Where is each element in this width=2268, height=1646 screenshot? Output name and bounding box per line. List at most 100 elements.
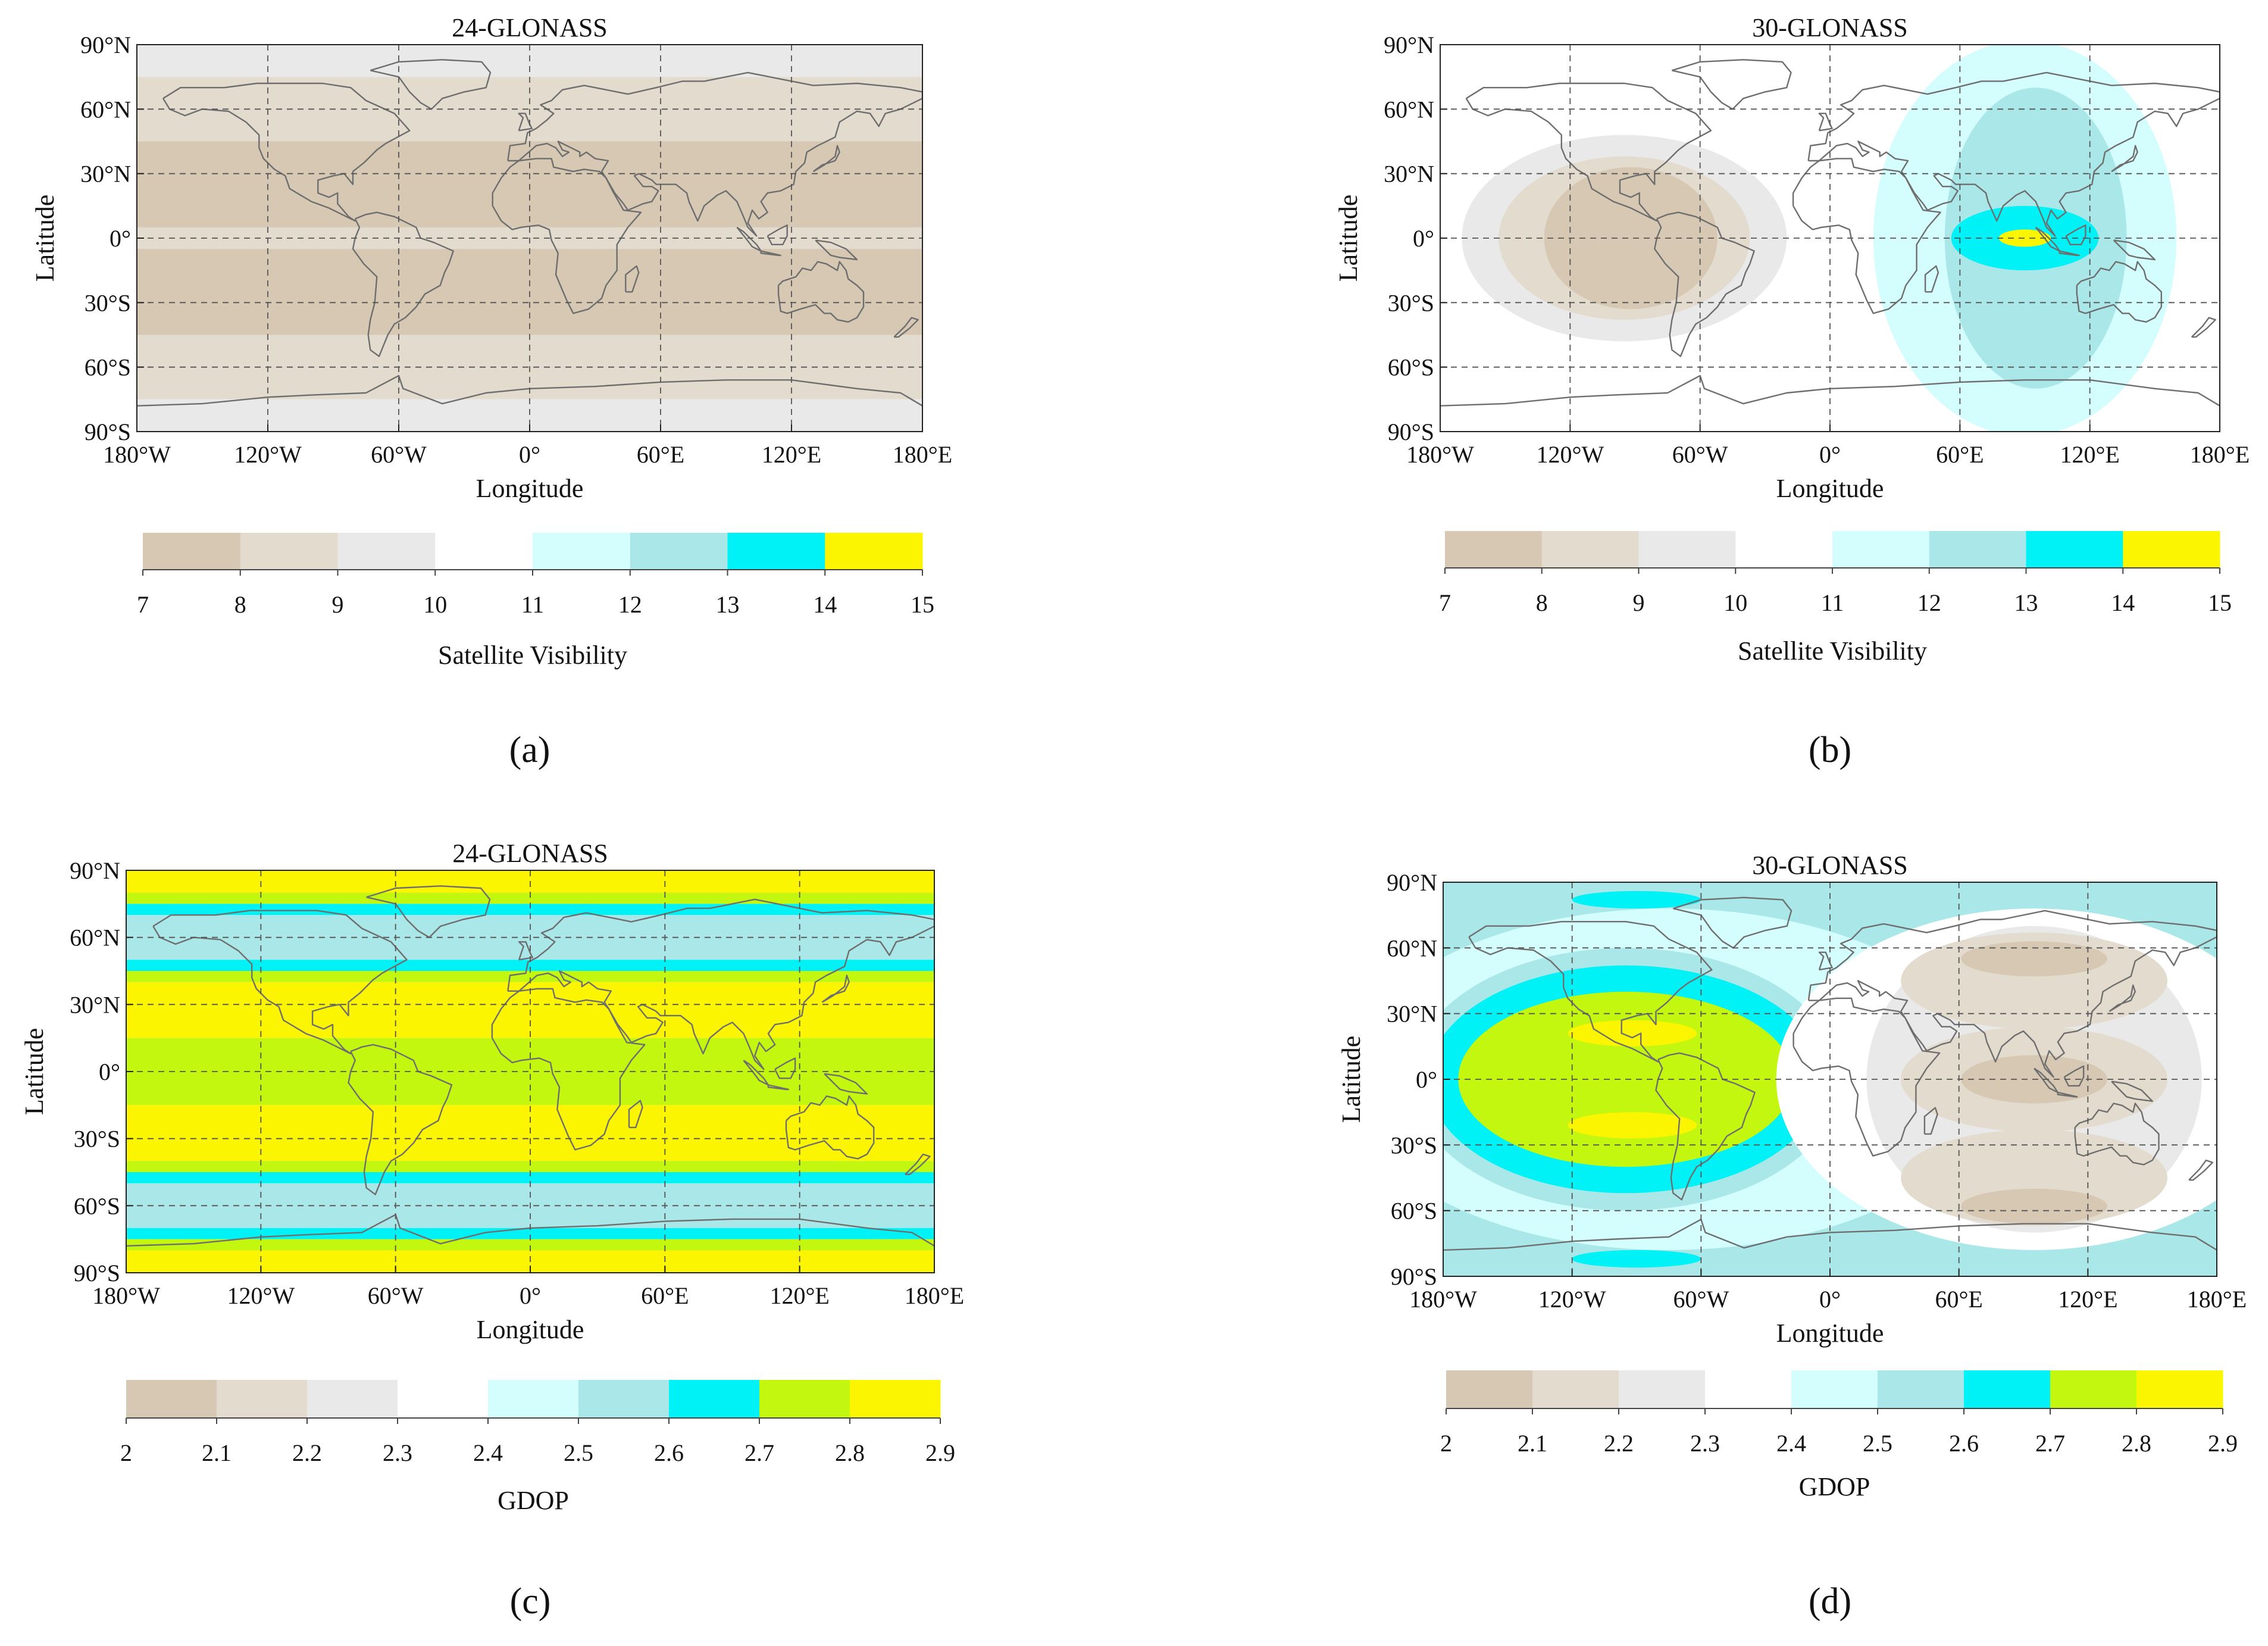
coastline (1465, 82, 1712, 222)
colorbar-swatch (1964, 1370, 2051, 1408)
y-axis-label: Latitude (20, 1028, 49, 1116)
lon-tick-label: 180°E (2187, 1286, 2247, 1313)
contour-region (1961, 1188, 2107, 1224)
colorbar-tick-label: 2.4 (473, 1439, 503, 1466)
coastline (1818, 113, 1833, 132)
lon-tick-label: 180°W (103, 441, 171, 468)
lon-tick-label: 0° (520, 1282, 541, 1309)
colorbar-swatch (1735, 531, 1833, 568)
x-axis-label: Longitude (1776, 1319, 1884, 1348)
colorbar-label: GDOP (1799, 1472, 1870, 1501)
colorbar-tick-label: 7 (137, 591, 149, 618)
lat-tick-label: 30°S (1391, 1132, 1437, 1158)
lat-tick-label: 0° (99, 1058, 120, 1085)
lon-tick-label: 60°E (1935, 1286, 1982, 1313)
colorbar-tick-label: 14 (2111, 589, 2135, 616)
lon-tick-label: 0° (1819, 1286, 1841, 1313)
lon-tick-label: 180°W (92, 1282, 160, 1309)
gridlines (126, 870, 934, 1273)
colorbar-swatch (240, 533, 338, 570)
lon-tick-label: 0° (1819, 441, 1841, 468)
colorbar-tick-label: 2.7 (2035, 1430, 2065, 1457)
coastline (821, 975, 850, 1003)
colorbar-swatch (2026, 531, 2123, 568)
coastline (2063, 1065, 2085, 1087)
map-field (126, 870, 934, 1273)
colorbar-swatch (1446, 1370, 1533, 1408)
colorbar-tick-label: 2 (120, 1439, 132, 1466)
coastline (2065, 224, 2086, 245)
coastline (1440, 374, 2220, 407)
colorbar-swatch (143, 533, 241, 570)
lon-tick-label: 60°W (371, 441, 427, 468)
colorbar-tick-label: 10 (423, 591, 447, 618)
colorbar-tick-label: 2.6 (1949, 1430, 1979, 1457)
colorbar-tick-label: 13 (2014, 589, 2038, 616)
coastline (824, 1073, 868, 1095)
colorbar-tick-label: 2.3 (383, 1439, 412, 1466)
lon-tick-label: 120°E (2058, 1286, 2117, 1313)
coastline (152, 910, 408, 1055)
lon-tick-label: 60°E (641, 1282, 689, 1309)
lat-tick-label: 90°N (80, 32, 131, 58)
lat-tick-label: 30°S (74, 1126, 120, 1152)
coastline (2076, 261, 2162, 323)
coastline (777, 261, 865, 323)
lon-tick-label: 180°W (1406, 441, 1474, 468)
colorbar-tick-label: 2.5 (1863, 1430, 1892, 1457)
coastline (1923, 1107, 1938, 1135)
colorbar-swatch (1445, 531, 1543, 568)
coastline (491, 988, 646, 1151)
coastline (2074, 1102, 2160, 1166)
coastline (1468, 921, 1713, 1063)
lat-tick-label: 0° (1416, 1066, 1437, 1093)
lon-tick-label: 120°E (762, 441, 821, 468)
coastline (1673, 897, 1792, 949)
contour-region (1572, 1250, 1701, 1268)
coastline (1654, 211, 1755, 357)
y-axis-label: Latitude (1337, 1036, 1366, 1123)
coastline (767, 224, 788, 245)
colorbar-tick-label: 2.3 (1690, 1430, 1720, 1457)
colorbar-tick-label: 2.7 (744, 1439, 774, 1466)
lat-tick-label: 60°S (85, 354, 131, 381)
lon-tick-label: 120°E (769, 1282, 829, 1309)
coastline (893, 317, 919, 338)
colorbar-tick-label: 12 (618, 591, 642, 618)
lat-tick-label: 60°N (70, 924, 120, 951)
colorbar-swatch (2136, 1370, 2223, 1408)
x-axis-label: Longitude (476, 474, 584, 503)
coastline (2059, 250, 2080, 257)
coastline (137, 374, 922, 407)
panel-label: (b) (1809, 730, 1851, 770)
map-field (1440, 45, 2220, 432)
coastline (1655, 1052, 1756, 1201)
coastline (812, 145, 840, 173)
colorbar-tick-label: 11 (521, 591, 545, 618)
coastline (785, 1095, 875, 1160)
lon-tick-label: 120°W (1538, 1286, 1606, 1313)
colorbar-swatch (217, 1380, 308, 1418)
colorbar-swatch (126, 1380, 217, 1418)
lat-tick-label: 90°S (1388, 418, 1434, 445)
coastlines (1440, 59, 2220, 407)
colorbar-label: GDOP (498, 1486, 569, 1515)
colorbar-label: Satellite Visibility (1738, 636, 1927, 666)
coastline (366, 885, 491, 938)
lon-tick-label: 60°E (637, 441, 684, 468)
coastline (370, 59, 492, 110)
map-field (1443, 882, 2217, 1276)
coastline (815, 239, 858, 261)
coastline (1672, 59, 1792, 110)
contour-band (126, 1228, 934, 1239)
lon-tick-label: 60°E (1936, 441, 1984, 468)
y-axis-label: Latitude (30, 195, 60, 282)
colorbar-swatch (2050, 1370, 2137, 1408)
colorbar-tick-label: 14 (813, 591, 837, 618)
colorbar-label: Satellite Visibility (438, 641, 627, 670)
contour-band (126, 1172, 934, 1183)
lat-tick-label: 30°N (70, 991, 120, 1018)
panel-label: (c) (510, 1581, 551, 1622)
